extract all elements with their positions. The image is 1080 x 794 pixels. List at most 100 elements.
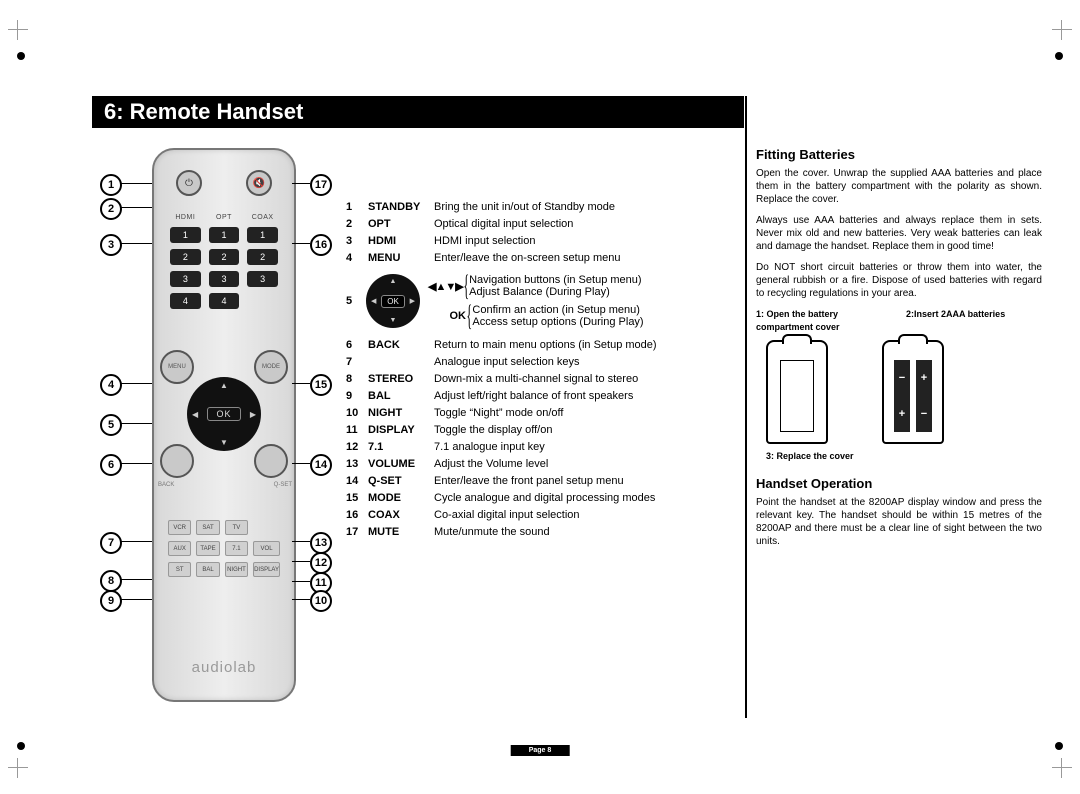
legend-row: 2OPTOptical digital input selection xyxy=(346,217,657,231)
num-key[interactable]: 2 xyxy=(170,249,201,265)
callout-number: 6 xyxy=(100,454,122,476)
src-button[interactable]: NIGHT xyxy=(225,562,248,577)
src-button[interactable]: ST xyxy=(168,562,191,577)
legend-row: 8STEREODown-mix a multi-channel signal t… xyxy=(346,372,657,386)
ok-pill: OK xyxy=(381,295,405,308)
page: 6: Remote Handset ⏻ 🔇 HDMI OPT COAX 1 1 … xyxy=(0,0,1080,794)
mute-button[interactable]: 🔇 xyxy=(246,170,272,196)
legend-desc: Bring the unit in/out of Standby mode xyxy=(434,200,657,214)
registration-dot xyxy=(17,52,25,60)
legend-key: OK xyxy=(428,310,466,322)
crop-mark xyxy=(8,20,28,40)
src-button[interactable]: TV xyxy=(225,520,248,535)
num-key[interactable]: 3 xyxy=(170,271,201,287)
callout-leader xyxy=(120,207,152,208)
arrow-symbols: ◀▲▼▶ xyxy=(428,280,463,293)
legend-row: 9BALAdjust left/right balance of front s… xyxy=(346,389,657,403)
num-key[interactable]: 1 xyxy=(247,227,278,243)
src-button[interactable]: VCR xyxy=(168,520,191,535)
callout-leader xyxy=(292,599,310,600)
src-button[interactable]: SAT xyxy=(196,520,219,535)
legend-row: 7Analogue input selection keys xyxy=(346,355,657,369)
ok-button[interactable]: OK xyxy=(207,407,240,421)
num-key[interactable]: 2 xyxy=(209,249,240,265)
battery-icon: +− xyxy=(916,360,932,432)
qset-button[interactable] xyxy=(254,444,288,478)
legend-desc: Access setup options (During Play) xyxy=(472,316,643,328)
legend-desc: Optical digital input selection xyxy=(434,217,657,231)
callout-leader xyxy=(120,463,152,464)
num-key[interactable]: 1 xyxy=(170,227,201,243)
legend-row: 10NIGHTToggle “Night” mode on/off xyxy=(346,406,657,420)
legend-row: 13VOLUMEAdjust the Volume level xyxy=(346,457,657,471)
callout-number: 10 xyxy=(310,590,332,612)
battery-compartment-open-icon xyxy=(766,340,828,444)
num-key[interactable]: 1 xyxy=(209,227,240,243)
callout-leader xyxy=(292,561,310,562)
src-button[interactable]: VOL xyxy=(253,541,280,556)
back-label: BACK xyxy=(158,482,174,488)
legend-key: STEREO xyxy=(368,372,434,386)
back-button[interactable] xyxy=(160,444,194,478)
callout-number: 8 xyxy=(100,570,122,592)
legend-num: 9 xyxy=(346,389,368,403)
brace-glyph: { xyxy=(463,280,469,292)
legend-desc: Toggle “Night” mode on/off xyxy=(434,406,657,420)
heading-fitting-batteries: Fitting Batteries xyxy=(756,148,1042,161)
legend-num: 15 xyxy=(346,491,368,505)
mode-button[interactable]: MODE xyxy=(254,350,288,384)
legend-num: 3 xyxy=(346,234,368,248)
step-label: 3: Replace the cover xyxy=(766,450,1042,463)
right-column: Fitting Batteries Open the cover. Unwrap… xyxy=(756,148,1042,556)
callout-leader xyxy=(120,183,152,184)
legend-desc: Adjust Balance (During Play) xyxy=(469,286,610,298)
legend-desc: Mute/unmute the sound xyxy=(434,525,657,539)
legend-desc: Navigation buttons (in Setup menu) xyxy=(469,274,641,286)
legend-row: 11DISPLAYToggle the display off/on xyxy=(346,423,657,437)
qset-label: Q-SET xyxy=(274,482,292,488)
legend-list: 1STANDBYBring the unit in/out of Standby… xyxy=(346,200,657,542)
legend-key: HDMI xyxy=(368,234,434,248)
legend-row: 14Q-SETEnter/leave the front panel setup… xyxy=(346,474,657,488)
num-key[interactable]: 4 xyxy=(170,293,201,309)
legend-num: 7 xyxy=(346,355,368,369)
callout-number: 2 xyxy=(100,198,122,220)
legend-num: 4 xyxy=(346,251,368,265)
nav-pad-diagram: ▲ ▼ ◀ ▶ OK xyxy=(366,274,420,328)
menu-button[interactable]: MENU xyxy=(160,350,194,384)
legend-row: 1STANDBYBring the unit in/out of Standby… xyxy=(346,200,657,214)
src-button[interactable]: TAPE xyxy=(196,541,219,556)
legend-nav-detail: 5 ▲ ▼ ◀ ▶ OK ◀▲▼▶ { Navigation buttons (… xyxy=(346,274,657,328)
legend-num: 10 xyxy=(346,406,368,420)
legend-num: 14 xyxy=(346,474,368,488)
callout-leader xyxy=(292,581,310,582)
legend-key: 7.1 xyxy=(368,440,434,454)
num-key[interactable]: 3 xyxy=(209,271,240,287)
legend-num: 17 xyxy=(346,525,368,539)
num-key[interactable]: 4 xyxy=(209,293,240,309)
src-button[interactable]: DISPLAY xyxy=(253,562,280,577)
num-key[interactable]: 2 xyxy=(247,249,278,265)
legend-desc: Adjust the Volume level xyxy=(434,457,657,471)
standby-button[interactable]: ⏻ xyxy=(176,170,202,196)
body-text: Do NOT short circuit batteries or throw … xyxy=(756,261,1042,300)
legend-row: 127.17.1 analogue input key xyxy=(346,440,657,454)
nav-pad[interactable]: ▲ ▼ ◀ ▶ OK xyxy=(187,377,261,451)
legend-row: 3HDMIHDMI input selection xyxy=(346,234,657,248)
src-button[interactable]: 7.1 xyxy=(225,541,248,556)
legend-key: OPT xyxy=(368,217,434,231)
legend-key: DISPLAY xyxy=(368,423,434,437)
legend-row: 15MODECycle analogue and digital process… xyxy=(346,491,657,505)
step-label: 2:Insert 2AAA batteries xyxy=(906,308,1005,321)
legend-desc: Co-axial digital input selection xyxy=(434,508,657,522)
legend-key: NIGHT xyxy=(368,406,434,420)
legend-row: 4MENUEnter/leave the on-screen setup men… xyxy=(346,251,657,265)
callout-leader xyxy=(292,183,310,184)
callout-number: 17 xyxy=(310,174,332,196)
num-key[interactable]: 3 xyxy=(247,271,278,287)
legend-key: MUTE xyxy=(368,525,434,539)
registration-dot xyxy=(17,742,25,750)
src-button[interactable]: BAL xyxy=(196,562,219,577)
legend-key: MODE xyxy=(368,491,434,505)
src-button[interactable]: AUX xyxy=(168,541,191,556)
